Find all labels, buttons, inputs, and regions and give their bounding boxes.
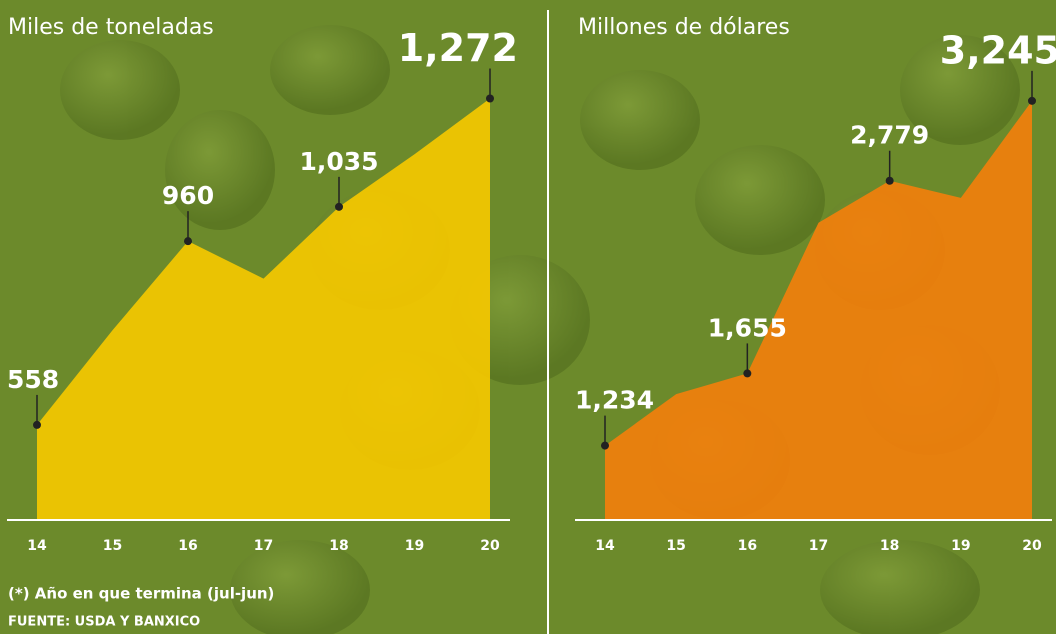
data-label: 1,655 [708, 313, 787, 342]
x-tick-label: 16 [178, 538, 197, 554]
chart-title: Miles de toneladas [8, 15, 214, 40]
data-label: 1,272 [398, 26, 518, 70]
x-tick-label: 15 [666, 538, 685, 554]
x-tick-label: 18 [329, 538, 348, 554]
data-point [886, 177, 894, 185]
x-tick-label: 14 [595, 538, 615, 554]
x-tick-label: 17 [809, 538, 828, 554]
chart-title: Millones de dólares [578, 15, 790, 40]
data-label: 3,245 [940, 28, 1056, 72]
source: FUENTE: USDA Y BANXICO [8, 615, 200, 630]
x-tick-label: 15 [103, 538, 122, 554]
x-tick-label: 20 [480, 538, 500, 554]
data-point [1028, 97, 1036, 105]
x-tick-label: 18 [880, 538, 899, 554]
data-point [33, 421, 41, 429]
data-point [486, 95, 494, 103]
data-label: 2,779 [850, 121, 929, 150]
x-tick-label: 16 [738, 538, 757, 554]
data-point [601, 442, 609, 450]
data-point [743, 369, 751, 377]
data-label: 558 [7, 365, 59, 394]
x-tick-label: 20 [1022, 538, 1042, 554]
x-tick-label: 14 [27, 538, 47, 554]
data-point [184, 237, 192, 245]
data-point [335, 203, 343, 211]
x-tick-label: 17 [254, 538, 273, 554]
data-label: 1,234 [575, 386, 654, 415]
data-label: 1,035 [299, 147, 378, 176]
x-tick-label: 19 [405, 538, 424, 554]
data-label: 960 [162, 181, 214, 210]
x-tick-label: 19 [951, 538, 970, 554]
infographic: (*) Año en que termina (jul-jun) FUENTE:… [0, 0, 1056, 634]
footnote: (*) Año en que termina (jul-jun) [8, 585, 274, 603]
